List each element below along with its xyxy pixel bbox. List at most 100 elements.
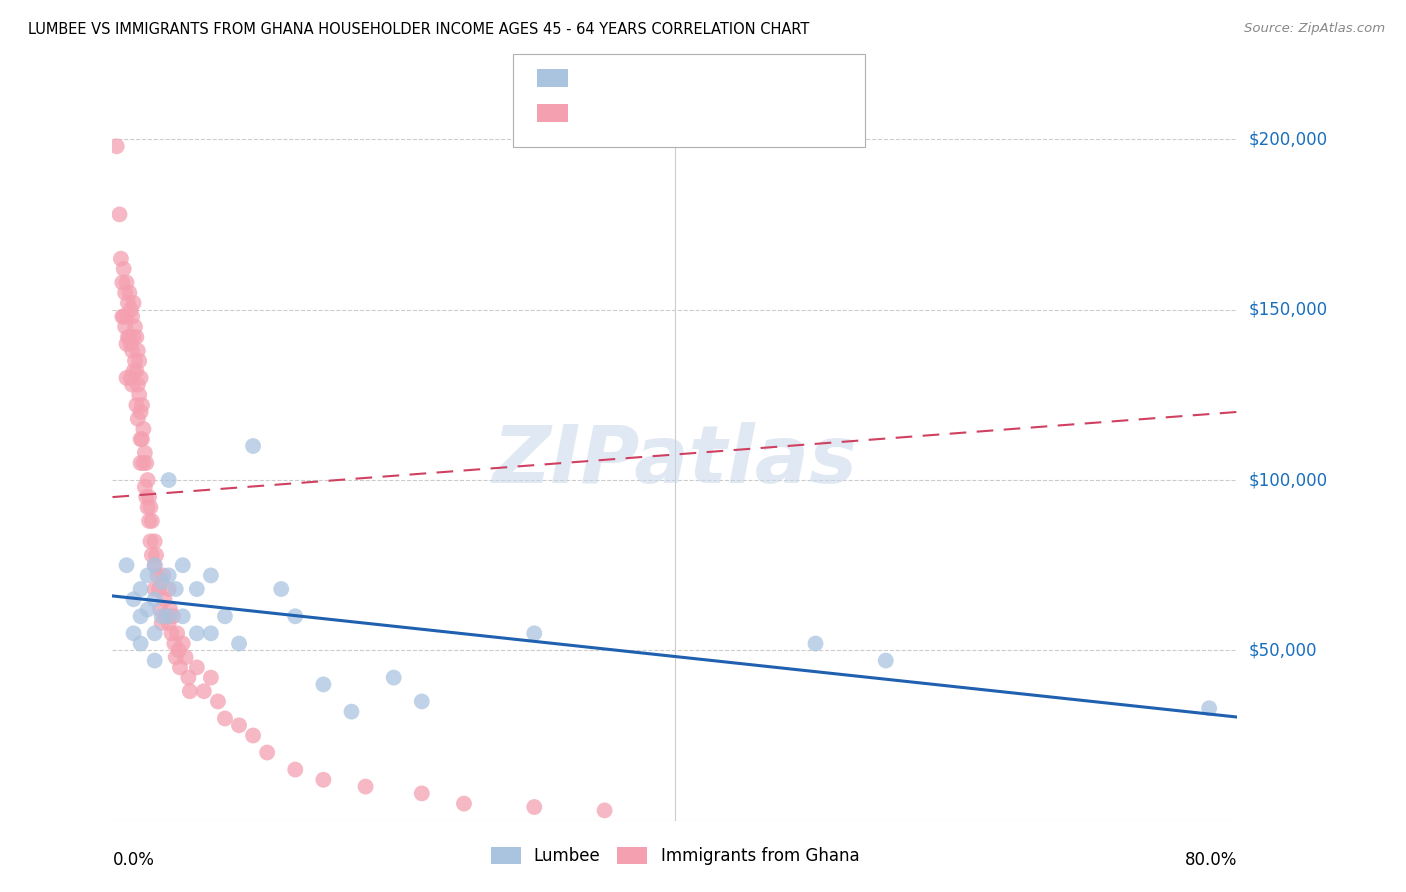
Point <box>875 654 897 668</box>
Point <box>172 636 194 650</box>
Point <box>112 310 135 324</box>
Point <box>112 261 135 276</box>
Point <box>114 319 136 334</box>
Point <box>143 582 166 596</box>
Point <box>105 139 128 153</box>
Point <box>136 500 159 515</box>
Point <box>138 514 160 528</box>
Point <box>124 319 146 334</box>
Point <box>111 310 134 324</box>
Text: $200,000: $200,000 <box>1249 130 1327 148</box>
Point <box>128 354 150 368</box>
Point <box>117 296 139 310</box>
Point <box>121 310 143 324</box>
Point <box>186 660 208 674</box>
Point <box>284 763 307 777</box>
Point <box>200 568 222 582</box>
Point <box>125 364 148 378</box>
Point <box>110 252 132 266</box>
Point <box>153 592 176 607</box>
Point <box>207 694 229 708</box>
Point <box>132 456 155 470</box>
Point <box>122 296 145 310</box>
Point <box>111 276 134 290</box>
Point <box>122 626 145 640</box>
Point <box>593 804 616 818</box>
Point <box>135 456 157 470</box>
Point <box>129 432 152 446</box>
Point <box>129 609 152 624</box>
Text: ZIPatlas: ZIPatlas <box>492 422 858 500</box>
Point <box>134 446 156 460</box>
Point <box>152 568 174 582</box>
Point <box>114 285 136 300</box>
Point <box>115 276 138 290</box>
Point <box>312 677 335 691</box>
Text: $100,000: $100,000 <box>1249 471 1327 489</box>
Point <box>129 582 152 596</box>
Point <box>134 480 156 494</box>
Point <box>143 558 166 573</box>
Text: R =: R = <box>579 104 616 122</box>
Point <box>157 582 180 596</box>
Point <box>121 343 143 358</box>
Point <box>228 718 250 732</box>
Point <box>131 398 153 412</box>
Text: Source: ZipAtlas.com: Source: ZipAtlas.com <box>1244 22 1385 36</box>
Point <box>148 582 170 596</box>
Point <box>124 354 146 368</box>
Point <box>143 654 166 668</box>
Point <box>214 609 236 624</box>
Point <box>128 388 150 402</box>
Point <box>157 473 180 487</box>
Point <box>115 558 138 573</box>
Point <box>127 411 149 425</box>
Point <box>270 582 292 596</box>
Point <box>157 568 180 582</box>
Point <box>143 626 166 640</box>
Text: 37: 37 <box>745 69 769 87</box>
Point <box>125 398 148 412</box>
Point <box>150 616 173 631</box>
Point <box>193 684 215 698</box>
Point <box>200 626 222 640</box>
Point <box>312 772 335 787</box>
Point <box>523 800 546 814</box>
Point <box>115 336 138 351</box>
Text: $50,000: $50,000 <box>1249 641 1317 659</box>
Text: $150,000: $150,000 <box>1249 301 1327 318</box>
Point <box>159 602 181 616</box>
Point <box>228 636 250 650</box>
Point <box>117 330 139 344</box>
Point <box>129 456 152 470</box>
Point <box>155 609 177 624</box>
Legend: Lumbee, Immigrants from Ghana: Lumbee, Immigrants from Ghana <box>491 847 859 864</box>
Point <box>382 671 405 685</box>
Point <box>177 671 200 685</box>
Point <box>160 626 183 640</box>
Text: 80.0%: 80.0% <box>1185 851 1237 869</box>
Point <box>143 558 166 573</box>
Point <box>162 609 184 624</box>
Point <box>131 432 153 446</box>
Point <box>411 694 433 708</box>
Point <box>186 626 208 640</box>
Point <box>141 548 163 562</box>
Point <box>108 207 131 221</box>
Point <box>139 500 162 515</box>
Point <box>138 490 160 504</box>
Point <box>354 780 377 794</box>
Point <box>135 490 157 504</box>
Point <box>145 548 167 562</box>
Point <box>411 786 433 800</box>
Point <box>157 616 180 631</box>
Point <box>121 377 143 392</box>
Point <box>242 729 264 743</box>
Text: N =: N = <box>695 69 742 87</box>
Point <box>120 371 142 385</box>
Text: LUMBEE VS IMMIGRANTS FROM GHANA HOUSEHOLDER INCOME AGES 45 - 64 YEARS CORRELATIO: LUMBEE VS IMMIGRANTS FROM GHANA HOUSEHOL… <box>28 22 810 37</box>
Point <box>136 568 159 582</box>
Point <box>136 473 159 487</box>
Point <box>165 650 187 665</box>
Text: N =: N = <box>695 104 742 122</box>
